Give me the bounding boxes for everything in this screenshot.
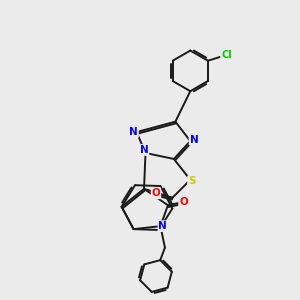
Text: O: O	[179, 197, 188, 207]
Text: N: N	[190, 134, 198, 145]
Text: N: N	[129, 127, 138, 137]
Text: O: O	[152, 188, 160, 198]
Text: N: N	[158, 221, 167, 231]
Text: S: S	[188, 176, 196, 186]
Text: N: N	[140, 145, 148, 155]
Text: Cl: Cl	[221, 50, 232, 60]
